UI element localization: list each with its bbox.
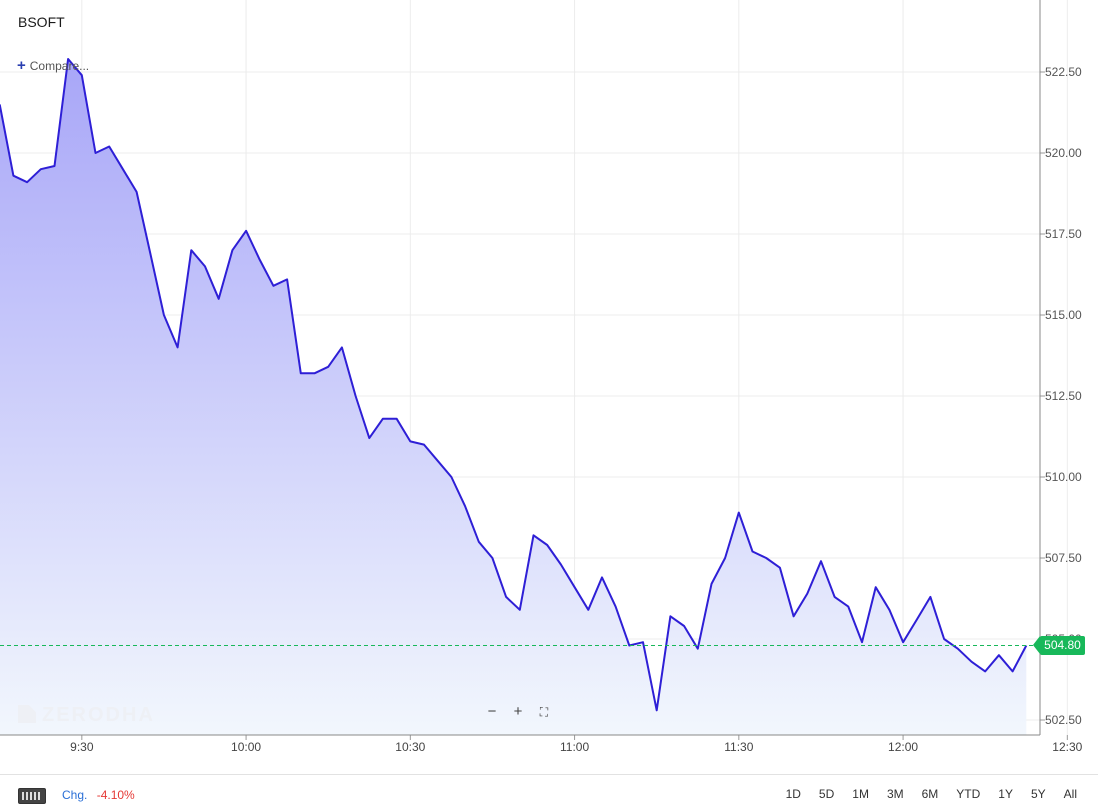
x-tick-label: 9:30 [70, 740, 94, 754]
y-tick-label: 522.50 [1045, 65, 1082, 79]
y-tick-label: 515.00 [1045, 308, 1082, 322]
range-5y[interactable]: 5Y [1030, 787, 1046, 801]
range-all[interactable]: All [1063, 787, 1077, 801]
y-tick-label: 507.50 [1045, 551, 1082, 565]
x-tick-label: 12:30 [1052, 740, 1082, 754]
price-area [0, 58, 1040, 735]
x-tick-label: 12:00 [888, 740, 918, 754]
keyboard-icon[interactable] [18, 788, 46, 804]
y-tick-label: 520.00 [1045, 146, 1082, 160]
price-line [0, 58, 1028, 712]
last-price-tag: 504.80 [1033, 635, 1085, 655]
watermark: ZERODHA [18, 704, 155, 727]
compare-button[interactable]: + Compare... [17, 57, 89, 74]
change-indicator: Chg. -4.10% [62, 788, 135, 802]
symbol-label: BSOFT [18, 14, 65, 30]
range-1d[interactable]: 1D [785, 787, 801, 801]
x-tick-label: 10:00 [231, 740, 261, 754]
range-3m[interactable]: 3M [886, 787, 904, 801]
zoom-controls: − + ⛶ [480, 703, 556, 721]
y-tick-label: 517.50 [1045, 227, 1082, 241]
range-ytd[interactable]: YTD [956, 787, 981, 801]
range-5d[interactable]: 5D [818, 787, 835, 801]
range-1y[interactable]: 1Y [998, 787, 1013, 801]
area-fill [0, 59, 1027, 735]
y-tick-label: 512.50 [1045, 389, 1082, 403]
chart-canvas[interactable]: 502.50505.00507.50510.00512.50515.00517.… [0, 0, 1098, 774]
zerodha-logo-icon [18, 705, 36, 723]
change-label: Chg. [62, 788, 88, 802]
range-1m[interactable]: 1M [852, 787, 869, 801]
compare-label: Compare... [29, 59, 90, 73]
footer-bar: Chg. -4.10% 1D 5D 1M 3M 6M YTD 1Y 5Y All [0, 774, 1098, 812]
y-tick-label: 502.50 [1045, 713, 1082, 727]
zoom-out-button[interactable]: − [487, 703, 497, 720]
x-tick-label: 10:30 [395, 740, 425, 754]
change-value: -4.10% [96, 788, 135, 802]
y-tick-label: 510.00 [1045, 470, 1082, 484]
plus-icon: + [17, 57, 26, 74]
axes: 502.50505.00507.50510.00512.50515.00517.… [0, 0, 1083, 754]
fullscreen-button[interactable]: ⛶ [539, 705, 549, 719]
x-tick-label: 11:30 [724, 740, 753, 754]
range-6m[interactable]: 6M [921, 787, 939, 801]
zoom-in-button[interactable]: + [513, 703, 523, 720]
x-tick-label: 11:00 [560, 740, 589, 754]
range-selector: 1D 5D 1M 3M 6M YTD 1Y 5Y All [777, 787, 1086, 801]
